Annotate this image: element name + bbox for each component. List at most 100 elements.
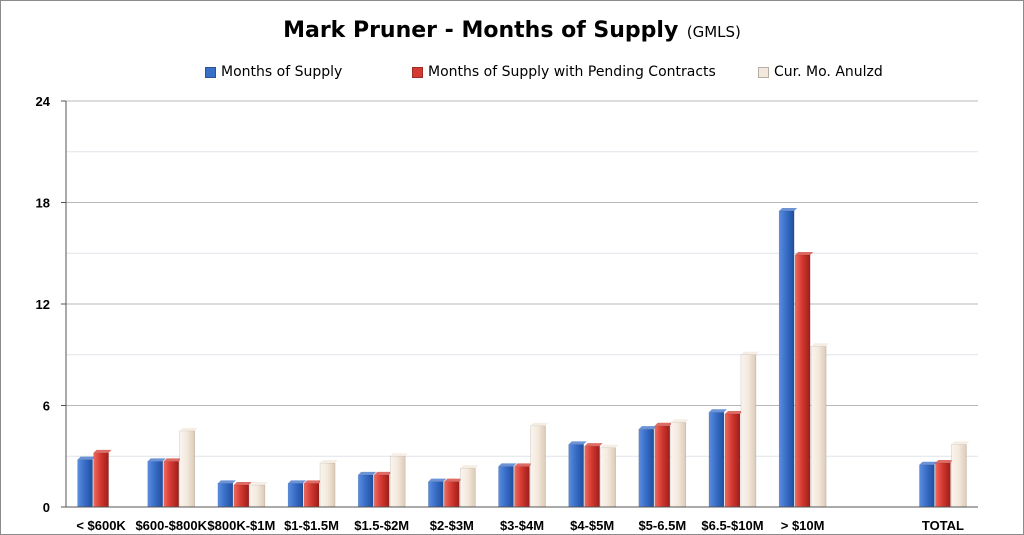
bar-top xyxy=(584,443,603,447)
y-tick-label: 0 xyxy=(43,500,50,515)
bar xyxy=(93,452,109,508)
bar xyxy=(163,461,179,508)
chart-title-block: Mark Pruner - Months of Supply (GMLS) xyxy=(0,18,1024,43)
x-tick-label: $3-$4M xyxy=(500,518,544,533)
x-tick-label: $6.5-$10M xyxy=(701,518,763,533)
bar-top xyxy=(708,409,727,413)
y-tick-label: 24 xyxy=(36,94,51,109)
bar xyxy=(217,483,234,508)
bar-top xyxy=(568,441,587,445)
bar xyxy=(319,462,336,508)
bar xyxy=(514,466,530,508)
bar xyxy=(287,483,304,508)
bar xyxy=(530,425,546,508)
bar xyxy=(584,445,600,508)
bar-top xyxy=(670,419,689,423)
chart-legend: Months of Supply Months of Supply with P… xyxy=(0,64,1024,86)
bar-top xyxy=(304,480,323,484)
bar-top xyxy=(919,461,938,465)
bar xyxy=(249,484,266,508)
bar-top xyxy=(530,422,549,426)
bar-top xyxy=(951,441,970,445)
bar xyxy=(460,467,476,508)
chart-title: Mark Pruner - Months of Supply xyxy=(283,18,679,43)
x-tick-label: > $10M xyxy=(781,518,825,533)
x-tick-label: $600-$800K xyxy=(135,518,207,533)
bar-top xyxy=(811,343,830,347)
y-tick-label: 12 xyxy=(36,297,50,312)
bar xyxy=(951,444,967,508)
legend-swatch xyxy=(758,66,769,78)
bar xyxy=(444,481,460,508)
bar xyxy=(810,346,827,508)
legend-item-months-of-supply: Months of Supply xyxy=(205,64,342,80)
bar xyxy=(373,474,390,508)
bar-top xyxy=(93,449,112,453)
bar-top xyxy=(147,458,166,462)
bar-top xyxy=(233,482,252,486)
bar xyxy=(147,461,163,508)
bar-top xyxy=(77,456,96,460)
bar-top xyxy=(444,478,463,482)
bar xyxy=(568,444,584,508)
bar-top xyxy=(779,207,798,211)
legend-item-cur-mo-anulzd: Cur. Mo. Anulzd xyxy=(758,64,883,80)
bar xyxy=(919,464,935,508)
bar-top xyxy=(288,480,307,484)
x-tick-label: < $600K xyxy=(76,518,126,533)
bar xyxy=(303,483,320,508)
x-tick-label: $4-$5M xyxy=(570,518,614,533)
legend-label: Cur. Mo. Anulzd xyxy=(774,64,883,80)
bar-top xyxy=(249,482,268,486)
bar-top xyxy=(638,426,657,430)
legend-label: Months of Supply xyxy=(221,64,343,80)
bar xyxy=(708,412,725,508)
legend-label: Months of Supply with Pending Contracts xyxy=(428,64,716,80)
bar-top xyxy=(320,460,339,464)
bar-top xyxy=(179,427,198,431)
bar xyxy=(724,413,741,508)
bar-top xyxy=(514,463,533,467)
bar-top xyxy=(460,465,479,469)
bar-top xyxy=(358,471,377,475)
chart-subtitle: (GMLS) xyxy=(686,23,741,41)
bar xyxy=(389,456,406,508)
bar xyxy=(179,430,195,508)
bar xyxy=(778,210,795,508)
y-tick-label: 6 xyxy=(43,399,50,414)
bar-top xyxy=(654,422,673,426)
x-tick-label: $5-6.5M xyxy=(638,518,686,533)
bar xyxy=(357,474,374,508)
bar-top xyxy=(498,463,517,467)
bar xyxy=(600,447,616,508)
bar xyxy=(670,422,687,508)
bar-top xyxy=(724,410,743,414)
bar xyxy=(428,481,444,508)
bar xyxy=(233,484,250,508)
bar xyxy=(77,459,93,508)
x-tick-label: $2-$3M xyxy=(430,518,474,533)
bar xyxy=(935,462,951,508)
bar-top xyxy=(935,460,954,464)
legend-item-months-of-supply-pending: Months of Supply with Pending Contracts xyxy=(412,64,716,80)
bar xyxy=(498,466,514,508)
bar-top xyxy=(740,351,759,355)
bar-top xyxy=(217,480,236,484)
y-tick-label: 18 xyxy=(36,196,50,211)
bar xyxy=(740,354,757,508)
bar xyxy=(794,254,811,508)
legend-swatch xyxy=(205,66,216,78)
bar-top xyxy=(374,471,393,475)
bar-top xyxy=(428,478,447,482)
bar-top xyxy=(163,458,182,462)
x-tick-label: $1-$1.5M xyxy=(284,518,339,533)
bar-top xyxy=(600,444,619,448)
legend-swatch xyxy=(412,66,423,78)
bar xyxy=(654,425,671,508)
bar xyxy=(638,428,655,508)
x-tick-label: TOTAL xyxy=(922,518,964,533)
x-tick-label: $1.5-$2M xyxy=(354,518,409,533)
bar-top xyxy=(795,251,814,255)
